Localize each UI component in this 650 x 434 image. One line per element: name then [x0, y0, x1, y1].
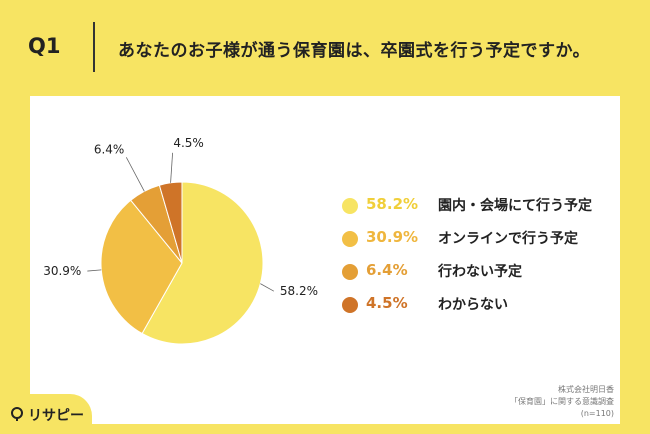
legend-swatch	[342, 198, 358, 214]
legend-swatch	[342, 264, 358, 280]
pie-label-none: 6.4%	[94, 142, 125, 156]
logo-text: リサピー	[28, 408, 84, 424]
pie-leader-line	[87, 269, 102, 272]
source-company: 株式会社明日香	[558, 385, 614, 394]
question-number: Q1	[28, 34, 61, 58]
source-survey: 「保育園」に関する意識調査	[510, 397, 614, 406]
source-note: 株式会社明日香 「保育園」に関する意識調査 (n=110)	[510, 384, 614, 420]
chart-panel: 58.2% 30.9% 6.4% 4.5% 58.2% 園内・会場にて行う予定 30.…	[30, 96, 620, 424]
pie-slice-online	[100, 199, 183, 335]
pie-leader-line	[125, 157, 145, 192]
pie-chart: 58.2% 30.9% 6.4% 4.5%	[43, 136, 318, 345]
pie-label-onsite: 58.2%	[280, 284, 318, 298]
legend-value: 58.2%	[366, 195, 419, 213]
pie-leader-line	[260, 283, 275, 292]
legend-label: 行わない予定	[438, 264, 522, 280]
legend-label: 園内・会場にて行う予定	[438, 198, 592, 214]
pie-slice-unknown	[158, 181, 183, 264]
logo-icon	[11, 407, 23, 421]
pie-leader-line	[170, 152, 173, 183]
legend-swatch	[342, 231, 358, 247]
pie-label-online: 30.9%	[43, 264, 81, 278]
legend-value: 6.4%	[366, 261, 408, 279]
legend-label: わからない	[438, 297, 508, 313]
pie-slice-onsite	[141, 181, 264, 345]
header-divider	[93, 22, 95, 72]
legend-value: 4.5%	[366, 294, 408, 312]
question-text: あなたのお子様が通う保育園は、卒園式を行う予定ですか。	[118, 41, 591, 61]
logo: リサピー	[0, 394, 92, 434]
legend-value: 30.9%	[366, 228, 419, 246]
pie-label-unknown: 4.5%	[173, 136, 204, 150]
legend-label: オンラインで行う予定	[438, 231, 578, 247]
legend-swatch	[342, 297, 358, 313]
header: Q1 あなたのお子様が通う保育園は、卒園式を行う予定ですか。	[0, 0, 650, 92]
source-sample-size: (n=110)	[580, 409, 614, 418]
